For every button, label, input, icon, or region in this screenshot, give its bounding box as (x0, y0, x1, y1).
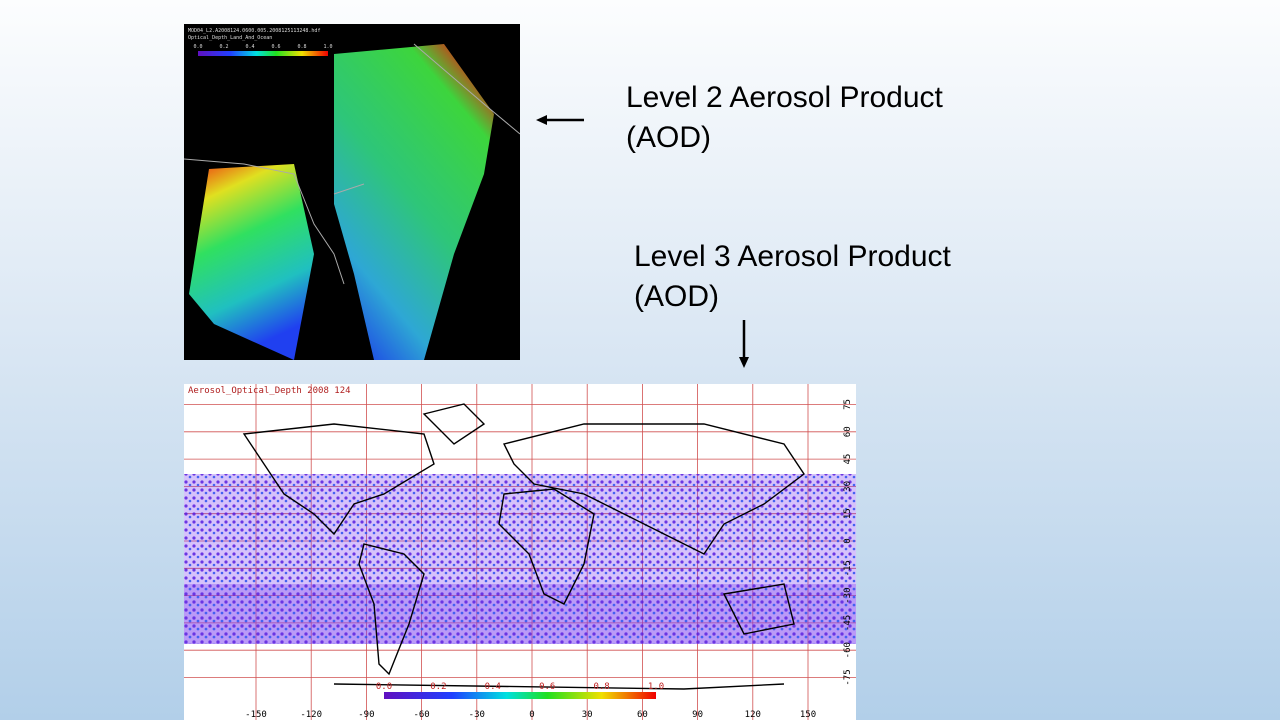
latitude-label: -75 (843, 669, 853, 685)
colorbar-label: 0.2 (430, 682, 446, 692)
longitude-label: -60 (413, 710, 429, 720)
latitude-label: -30 (843, 587, 853, 603)
longitude-label: 120 (745, 710, 761, 720)
colorbar-label: 0.6 (539, 682, 555, 692)
image-header: Optical_Depth_Land_And_Ocean (188, 35, 272, 41)
colorbar-label: 0.6 (271, 44, 280, 50)
longitude-label: 30 (582, 710, 593, 720)
colorbar-label: 0.4 (245, 44, 254, 50)
colorbar-label: 0.0 (376, 682, 392, 692)
caption-line: (AOD) (626, 121, 711, 154)
latitude-label: -60 (843, 642, 853, 658)
level2-caption: Level 2 Aerosol Product (AOD) (626, 78, 943, 158)
latitude-label: 30 (843, 481, 853, 492)
colorbar-label: 0.0 (193, 44, 202, 50)
map-title: Aerosol_Optical_Depth 2008 124 (188, 386, 351, 396)
colorbar-label: 0.8 (297, 44, 306, 50)
image-header: MOD04_L2.A2008124.0600.005.2008125113248… (188, 28, 320, 34)
arrow-head (739, 357, 749, 368)
arrow-head (536, 115, 547, 125)
longitude-label: -90 (358, 710, 374, 720)
longitude-label: 0 (529, 710, 534, 720)
latitude-label: 0 (843, 538, 853, 543)
caption-line: Level 2 Aerosol Product (626, 81, 943, 114)
colorbar-label: 1.0 (323, 44, 332, 50)
caption-line: (AOD) (634, 280, 719, 313)
longitude-label: -30 (469, 710, 485, 720)
caption-line: Level 3 Aerosol Product (634, 240, 951, 273)
latitude-label: 60 (843, 426, 853, 437)
longitude-label: 90 (692, 710, 703, 720)
level2-image: MOD04_L2.A2008124.0600.005.2008125113248… (184, 24, 520, 360)
longitude-label: -150 (245, 710, 267, 720)
colorbar-label: 0.2 (219, 44, 228, 50)
longitude-label: -120 (300, 710, 322, 720)
latitude-label: -15 (843, 560, 853, 576)
latitude-label: -45 (843, 615, 853, 631)
colorbar-label: 1.0 (648, 682, 664, 692)
colorbar-label: 0.8 (593, 682, 609, 692)
colorbar-label: 0.4 (485, 682, 501, 692)
longitude-label: 150 (800, 710, 816, 720)
longitude-label: 60 (637, 710, 648, 720)
latitude-label: 75 (843, 399, 853, 410)
level3-caption: Level 3 Aerosol Product (AOD) (634, 237, 951, 317)
latitude-label: 15 (843, 508, 853, 519)
level3-image: Aerosol_Optical_Depth 2008 124 -150 -120-… (184, 384, 856, 720)
latitude-label: 45 (843, 454, 853, 465)
